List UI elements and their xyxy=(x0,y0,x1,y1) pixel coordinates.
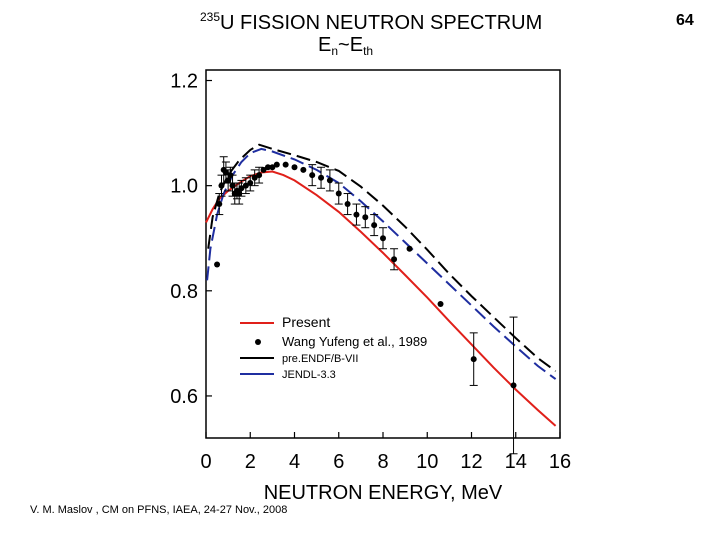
series-present xyxy=(205,170,557,427)
data-point xyxy=(264,164,271,171)
data-point xyxy=(225,177,232,184)
x-tick-label: 8 xyxy=(377,451,388,473)
x-tick-label: 10 xyxy=(416,451,438,473)
data-point xyxy=(510,382,517,389)
legend-swatch xyxy=(255,339,261,345)
data-point xyxy=(362,214,369,221)
data-point xyxy=(282,161,289,168)
x-tick-label: 14 xyxy=(505,451,527,473)
data-point xyxy=(391,256,398,263)
data-point xyxy=(291,164,298,171)
data-point xyxy=(229,182,236,189)
data-point xyxy=(273,161,280,168)
data-point xyxy=(309,172,316,179)
data-point xyxy=(380,235,386,242)
series-layer xyxy=(205,143,557,455)
y-tick-label: 1.2 xyxy=(170,71,198,93)
y-tick-label: 1.0 xyxy=(170,176,198,198)
y-tick-label: 0.8 xyxy=(170,281,198,303)
data-point xyxy=(216,201,223,208)
data-point xyxy=(256,172,263,179)
data-point xyxy=(247,180,254,187)
title-line2-sub1: n xyxy=(331,44,339,58)
data-point xyxy=(300,166,307,173)
title-line-2: En~Eth xyxy=(318,34,580,62)
series-line xyxy=(206,147,557,380)
data-point xyxy=(242,182,249,189)
x-tick-label: 16 xyxy=(549,451,571,473)
title-line2-base: E xyxy=(318,34,332,56)
data-point xyxy=(371,222,378,229)
data-point xyxy=(470,356,477,363)
title-line2-mid: ~E xyxy=(338,34,364,56)
data-point xyxy=(251,174,258,181)
data-point xyxy=(222,169,229,176)
data-point xyxy=(353,211,360,218)
series-wang-yufeng-et-al-1989 xyxy=(214,156,518,455)
footer-citation: V. M. Maslov , CM on PFNS, IAEA, 24-27 N… xyxy=(30,504,288,516)
x-tick-label: 6 xyxy=(333,451,344,473)
data-point xyxy=(406,245,413,252)
x-axis-ticks: 0 2 4 6 8 10 12 14 16 xyxy=(200,432,571,473)
data-point xyxy=(238,185,245,192)
data-point xyxy=(260,166,267,173)
series-line xyxy=(205,170,557,427)
legend-label: JENDL-3.3 xyxy=(282,369,336,381)
title-line-1: 235U FISSION NEUTRON SPECTRUM xyxy=(200,6,580,34)
x-tick-label: 2 xyxy=(245,451,256,473)
x-tick-label: 12 xyxy=(460,451,482,473)
series-jendl-3-3 xyxy=(206,147,557,380)
slide-title: 235U FISSION NEUTRON SPECTRUM En~Eth xyxy=(200,6,580,62)
y-axis-ticks: 0.6 0.8 1.0 1.2 xyxy=(170,71,212,408)
title-line2-sub2: th xyxy=(363,44,374,58)
data-point xyxy=(218,182,225,189)
data-point xyxy=(344,201,351,208)
page-number: 64 xyxy=(676,12,694,29)
data-point xyxy=(335,190,342,197)
legend-label: pre.ENDF/B-VII xyxy=(282,353,358,365)
data-point xyxy=(437,300,444,307)
x-tick-label: 0 xyxy=(200,451,211,473)
title-superscript: 235 xyxy=(200,10,221,24)
title-main: U FISSION NEUTRON SPECTRUM xyxy=(220,12,543,34)
legend: Present Wang Yufeng et al., 1989 pre.ENDF/… xyxy=(240,314,427,381)
x-tick-label: 4 xyxy=(289,451,300,473)
data-point xyxy=(318,174,325,181)
y-tick-label: 0.6 xyxy=(170,386,198,408)
data-point xyxy=(214,261,221,268)
legend-label: Present xyxy=(282,314,330,330)
data-point xyxy=(326,177,333,184)
data-point xyxy=(236,190,243,197)
x-axis-title: NEUTRON ENERGY, MeV xyxy=(264,482,503,504)
legend-label: Wang Yufeng et al., 1989 xyxy=(282,334,427,349)
data-point xyxy=(269,164,276,171)
